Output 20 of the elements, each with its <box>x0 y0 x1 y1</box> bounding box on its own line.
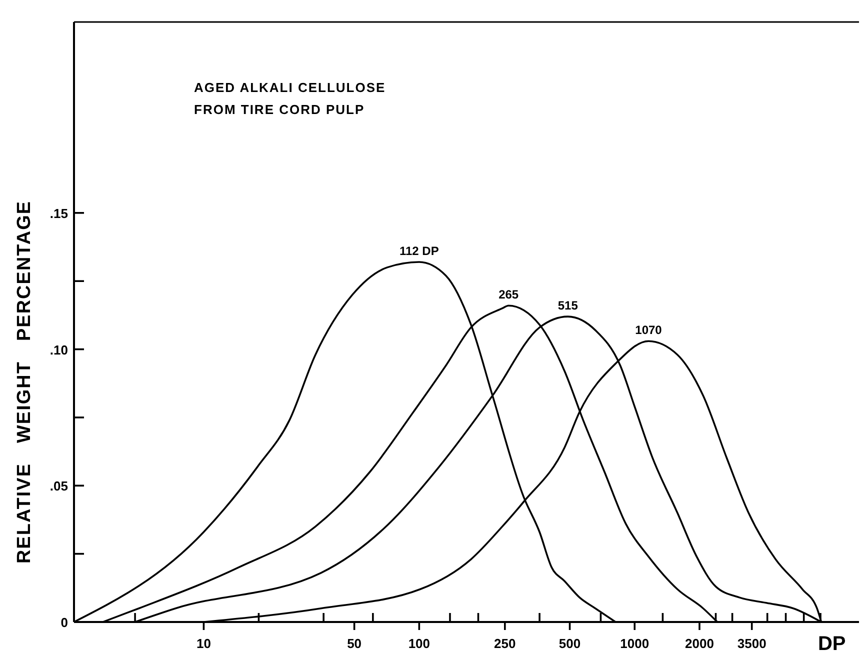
x-tick-label: 2000 <box>685 636 714 651</box>
x-axis-title: DP <box>818 633 846 655</box>
text: FROM TIRE CORD PULP <box>194 102 365 117</box>
y-tick-label: 0 <box>60 615 68 630</box>
series-label: 515 <box>558 298 578 313</box>
series-label: 112 DP <box>399 244 439 258</box>
y-tick-label: .10 <box>50 342 68 358</box>
y-tick-label: .05 <box>50 478 68 494</box>
x-tick-label: 50 <box>347 636 362 651</box>
text: AGED ALKALI CELLULOSE <box>194 80 386 95</box>
y-axis-title: RELATIVE WEIGHT PERCENTAGE <box>14 200 35 564</box>
x-tick-label: 100 <box>408 636 430 651</box>
x-tick-label: 3500 <box>737 636 766 651</box>
x-tick-label: 500 <box>558 636 581 651</box>
x-tick-label: 250 <box>494 636 516 651</box>
series-label: 265 <box>498 288 519 302</box>
y-tick-label: .15 <box>50 206 68 221</box>
x-tick-label: 1000 <box>620 636 650 651</box>
series-label: 1070 <box>635 323 662 338</box>
x-tick-label: 10 <box>196 636 211 651</box>
